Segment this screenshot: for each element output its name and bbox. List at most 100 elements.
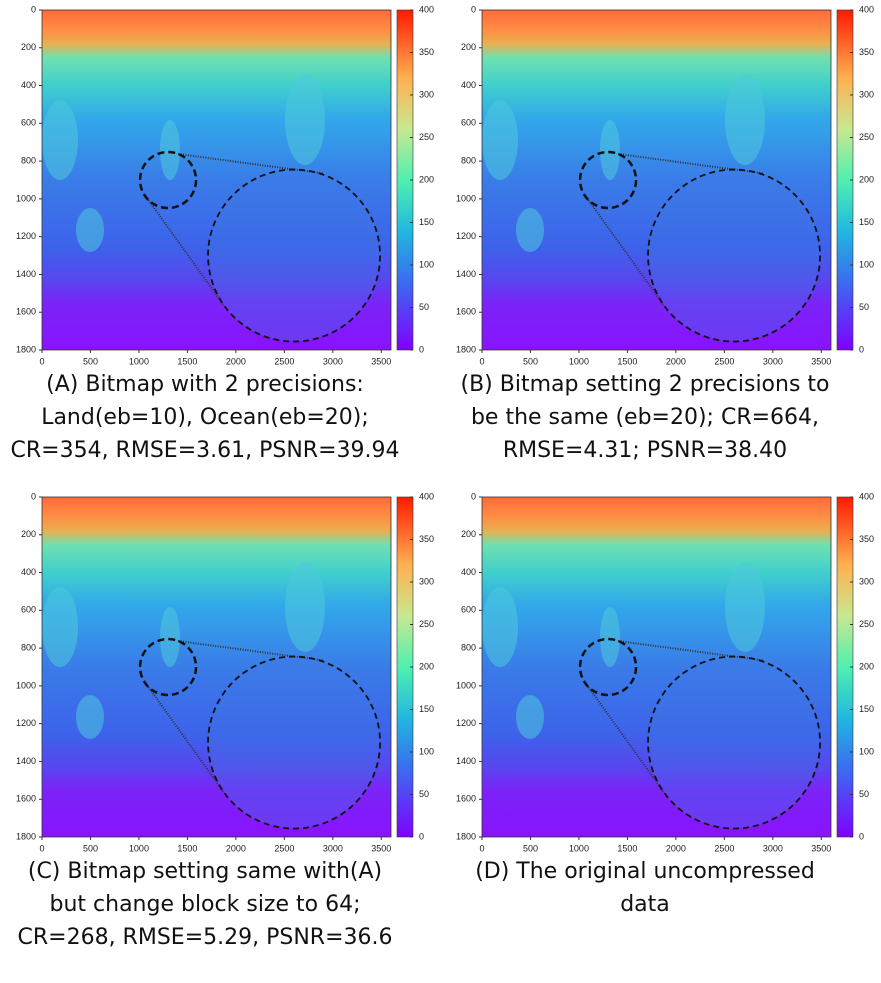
colorbar-tick-label: 100 bbox=[419, 746, 434, 756]
y-tick-label: 1800 bbox=[16, 831, 36, 841]
colorbar-tick-label: 0 bbox=[859, 344, 864, 354]
x-tick-label: 0 bbox=[39, 843, 44, 853]
x-tick-label: 1000 bbox=[129, 843, 149, 853]
y-tick-label: 400 bbox=[21, 567, 36, 577]
y-tick-label: 400 bbox=[461, 567, 476, 577]
x-tick-label: 500 bbox=[523, 843, 538, 853]
colorbar-tick-label: 50 bbox=[419, 789, 429, 799]
land-patch bbox=[725, 75, 765, 165]
zoom-inset bbox=[207, 168, 381, 343]
y-tick-label: 1400 bbox=[456, 269, 476, 279]
colorbar-tick-label: 200 bbox=[859, 661, 874, 671]
plot-frame bbox=[481, 9, 832, 351]
caption-line: RMSE=4.31; PSNR=38.40 bbox=[503, 438, 787, 463]
x-tick-label: 0 bbox=[479, 356, 484, 366]
land-patch bbox=[516, 695, 544, 739]
y-tick-label: 400 bbox=[461, 80, 476, 90]
zoom-region bbox=[578, 150, 638, 210]
x-tick-label: 0 bbox=[479, 843, 484, 853]
x-tick-label: 500 bbox=[83, 356, 98, 366]
y-tick-label: 1600 bbox=[16, 307, 36, 317]
land-patch bbox=[76, 208, 104, 252]
x-tick-label: 2500 bbox=[714, 843, 734, 853]
caption-line: (B) Bitmap setting 2 precisions to bbox=[461, 372, 830, 397]
colorbar-tick-label: 0 bbox=[859, 831, 864, 841]
colorbar-tick-label: 200 bbox=[859, 174, 874, 184]
land-patch bbox=[42, 100, 78, 180]
land-patch bbox=[76, 695, 104, 739]
zoom-region bbox=[578, 637, 638, 697]
colorbar-tick-label: 50 bbox=[419, 302, 429, 312]
colorbar-tick-label: 350 bbox=[419, 47, 434, 57]
zoom-connector bbox=[143, 680, 225, 794]
panel: 0 500 1000 1500 2000 2500 3000 3500020040060080… bbox=[456, 491, 874, 917]
colorbar-tick-label: 400 bbox=[419, 491, 434, 501]
x-tick-label: 2000 bbox=[666, 356, 686, 366]
x-tick-label: 1000 bbox=[129, 356, 149, 366]
x-tick-label: 3000 bbox=[323, 356, 343, 366]
y-tick-label: 1000 bbox=[456, 680, 476, 690]
colorbar-tick-label: 250 bbox=[859, 132, 874, 142]
y-tick-label: 600 bbox=[21, 118, 36, 128]
x-tick-label: 2500 bbox=[274, 843, 294, 853]
colorbar-tick-label: 350 bbox=[859, 534, 874, 544]
plot-frame bbox=[481, 496, 832, 838]
y-tick-label: 1600 bbox=[456, 307, 476, 317]
y-tick-label: 600 bbox=[461, 605, 476, 615]
x-tick-label: 1000 bbox=[569, 356, 589, 366]
y-tick-label: 0 bbox=[31, 491, 36, 501]
zoom-connector bbox=[143, 193, 225, 307]
y-tick-label: 400 bbox=[21, 80, 36, 90]
colorbar-tick-label: 50 bbox=[859, 302, 869, 312]
caption-line: CR=268, RMSE=5.29, PSNR=36.6 bbox=[18, 925, 393, 950]
caption-line: be the same (eb=20); CR=664, bbox=[471, 405, 819, 430]
y-tick-label: 800 bbox=[461, 642, 476, 652]
y-tick-label: 0 bbox=[31, 4, 36, 14]
land-patch bbox=[482, 587, 518, 667]
y-tick-label: 1000 bbox=[16, 680, 36, 690]
zoom-inset bbox=[647, 655, 821, 830]
y-tick-label: 1800 bbox=[456, 831, 476, 841]
land-patch bbox=[725, 562, 765, 652]
x-tick-label: 2500 bbox=[714, 356, 734, 366]
caption-line: data bbox=[620, 892, 670, 917]
zoom-connector bbox=[583, 193, 665, 307]
y-tick-label: 800 bbox=[21, 155, 36, 165]
x-tick-label: 0 bbox=[39, 356, 44, 366]
colorbar-tick-label: 350 bbox=[859, 47, 874, 57]
x-tick-label: 1500 bbox=[177, 843, 197, 853]
y-tick-label: 1400 bbox=[456, 756, 476, 766]
colorbar-tick-label: 250 bbox=[419, 619, 434, 629]
x-tick-label: 3000 bbox=[323, 843, 343, 853]
land-patch bbox=[42, 587, 78, 667]
y-tick-label: 1400 bbox=[16, 756, 36, 766]
caption-line: (A) Bitmap with 2 precisions: bbox=[46, 372, 364, 397]
caption-line: but change block size to 64; bbox=[50, 892, 361, 917]
colorbar-tick-label: 400 bbox=[859, 491, 874, 501]
y-tick-label: 1200 bbox=[456, 718, 476, 728]
colorbar-tick-label: 300 bbox=[859, 89, 874, 99]
y-tick-label: 200 bbox=[21, 42, 36, 52]
zoom-region bbox=[138, 150, 198, 210]
land-patch bbox=[285, 562, 325, 652]
x-tick-label: 1500 bbox=[617, 843, 637, 853]
x-tick-label: 3000 bbox=[763, 356, 783, 366]
y-tick-label: 0 bbox=[471, 491, 476, 501]
zoom-region bbox=[138, 637, 198, 697]
plot-frame bbox=[41, 9, 392, 351]
x-tick-label: 3500 bbox=[371, 356, 391, 366]
x-tick-label: 1500 bbox=[617, 356, 637, 366]
x-tick-label: 500 bbox=[83, 843, 98, 853]
y-tick-label: 1400 bbox=[16, 269, 36, 279]
y-tick-label: 1000 bbox=[16, 193, 36, 203]
x-tick-label: 2000 bbox=[226, 356, 246, 366]
land-patch bbox=[600, 120, 620, 180]
colorbar-tick-label: 0 bbox=[419, 831, 424, 841]
land-patch bbox=[160, 607, 180, 667]
land-patch bbox=[482, 100, 518, 180]
colorbar-tick-label: 150 bbox=[419, 217, 434, 227]
panel: 0 500 1000 1500 2000 2500 3000 3500020040060080… bbox=[11, 4, 435, 463]
y-tick-label: 1200 bbox=[16, 231, 36, 241]
colorbar-tick-label: 200 bbox=[419, 661, 434, 671]
